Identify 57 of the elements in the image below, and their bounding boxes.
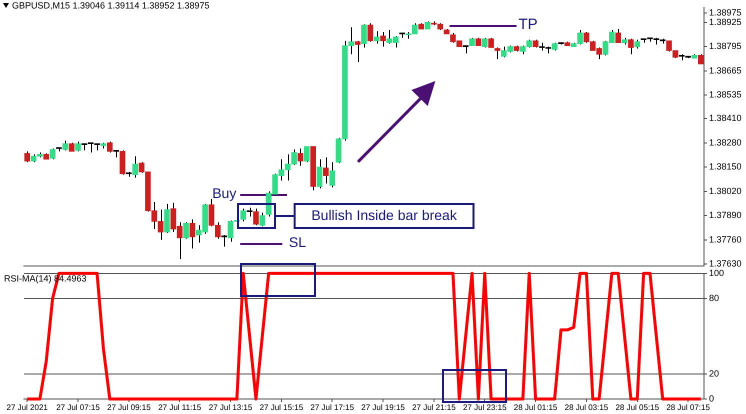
- candlestick: [259, 212, 266, 227]
- y-tick-label: 1.38925: [709, 16, 742, 27]
- x-tick-label: 27 Jul 11:15: [158, 403, 202, 412]
- candlestick: [368, 22, 374, 42]
- annotation: SL: [288, 234, 306, 250]
- annotation: TP: [518, 16, 538, 34]
- x-tick-label: 27 Jul 19:15: [361, 403, 406, 412]
- candlestick: [698, 54, 704, 64]
- candlestick: [615, 28, 622, 44]
- candlestick: [190, 218, 196, 249]
- y-tick-label: 1.38280: [709, 137, 742, 148]
- candlestick: [361, 24, 367, 48]
- candlestick: [488, 37, 494, 48]
- candlestick: [50, 148, 56, 160]
- candlestick: [183, 222, 189, 240]
- x-tick-label: 27 Jul 23:15: [462, 403, 508, 412]
- y-tick-label: 1.37890: [709, 210, 742, 220]
- candlestick: [24, 150, 30, 163]
- x-tick-label: 27 Jul 07:15: [56, 403, 100, 412]
- candlestick: [304, 146, 310, 163]
- candlestick: [298, 148, 304, 166]
- x-tick-label: 27 Jul 21:15: [412, 403, 456, 412]
- candlestick: [329, 162, 336, 188]
- y-tick-label: 100: [709, 268, 724, 278]
- y-tick-label: 20: [709, 368, 720, 378]
- chart-title: GBPUSD,M15 1.39046 1.39114 1.38952 1.38975: [12, 0, 210, 10]
- y-tick-label: 1.37760: [709, 234, 742, 244]
- y-tick-label: 1.38150: [709, 162, 742, 172]
- y-tick-label: 1.38020: [709, 186, 742, 196]
- candlestick: [164, 203, 170, 234]
- y-tick-label: 1.38410: [709, 112, 742, 123]
- y-tick-label: 0: [709, 393, 714, 404]
- y-tick-label: 80: [709, 293, 720, 304]
- annotation: Buy: [212, 184, 236, 201]
- annotation: Bullish Inside bar break: [311, 206, 458, 223]
- y-tick-label: 1.38795: [709, 41, 742, 52]
- candlestick: [380, 32, 386, 48]
- x-tick-label: 28 Jul 05:15: [615, 403, 660, 412]
- candlestick: [628, 38, 634, 55]
- y-tick-label: 1.38665: [709, 65, 742, 76]
- y-tick-label: 1.38535: [709, 90, 742, 100]
- candlestick: [316, 158, 322, 189]
- x-tick-label: 28 Jul 07:15: [666, 403, 710, 412]
- candlestick: [374, 30, 380, 44]
- x-tick-label: 28 Jul 03:15: [564, 403, 609, 412]
- x-tick-label: 27 Jul 15:15: [260, 403, 304, 412]
- candlestick: [494, 47, 500, 60]
- x-tick-label: 27 Jul 13:15: [208, 403, 253, 412]
- x-tick-label: 28 Jul 01:15: [514, 403, 558, 412]
- x-tick-label: 27 Jul 09:15: [107, 403, 152, 412]
- y-tick-label: 1.37630: [709, 258, 742, 269]
- candlestick: [354, 40, 360, 63]
- candlestick: [482, 37, 488, 48]
- y-tick-label: 1.38975: [709, 7, 742, 18]
- candlestick: [323, 156, 329, 184]
- x-tick-label: 27 Jul 2021: [6, 403, 48, 412]
- x-tick-label: 27 Jul 17:15: [310, 403, 355, 412]
